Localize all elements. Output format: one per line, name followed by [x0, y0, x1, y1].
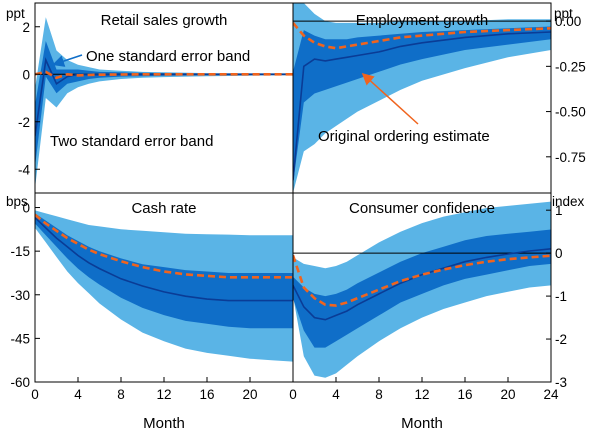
confidence-x-tick-label: 12 — [414, 387, 429, 402]
cash-y-tick-label: 0 — [22, 201, 30, 216]
employment-y-tick-label: -0.50 — [555, 105, 586, 120]
cash-x-tick-label: 20 — [242, 387, 257, 402]
confidence-y-tick-label: -2 — [555, 332, 567, 347]
confidence-y-tick-label: -1 — [555, 289, 567, 304]
two-se-band-annotation: Two standard error band — [50, 133, 213, 150]
employment-unit-label: ppt — [554, 6, 573, 21]
confidence-x-tick-label: 8 — [375, 387, 383, 402]
employment-title: Employment growth — [356, 12, 489, 29]
confidence-x-tick-label: 16 — [457, 387, 472, 402]
employment-y-tick-label: 0.00 — [555, 14, 581, 29]
retail-y-tick-label: -4 — [18, 162, 30, 177]
confidence-unit-label: index — [552, 194, 585, 209]
employment-one-se-band — [293, 26, 551, 184]
confidence-y-tick-label: 0 — [555, 246, 563, 261]
cash-median-line — [35, 217, 293, 302]
confidence-y-tick-label: 1 — [555, 203, 563, 218]
confidence-x-axis-label: Month — [401, 415, 443, 432]
retail-y-tick-label: -2 — [18, 115, 30, 130]
one-se-band-annotation: One standard error band — [86, 48, 250, 65]
panel-employment: ppt Employment growth 0.00 -0.25 -0.50 -0.7… — [293, 3, 586, 193]
employment-original-ordering-line — [293, 22, 551, 50]
cash-original-ordering-line — [35, 213, 293, 279]
cash-x-tick-label: 12 — [156, 387, 171, 402]
cash-title: Cash rate — [131, 200, 196, 217]
cash-unit-label: bps — [6, 194, 28, 209]
cash-x-tick-label: 16 — [199, 387, 214, 402]
cash-x-tick-label: 8 — [117, 387, 125, 402]
retail-one-se-band — [35, 41, 293, 167]
original-ordering-annotation: Original ordering estimate — [318, 128, 490, 145]
panel-consumer-confidence: index Consumer confidence 1 0 -1 -2 -3 0 4 8 12… — [289, 194, 584, 432]
cash-one-se-band — [35, 213, 293, 329]
confidence-original-ordering-line — [293, 254, 551, 307]
cash-y-tick-label: -30 — [10, 288, 30, 303]
one-se-band-arrow — [52, 54, 83, 67]
retail-title: Retail sales growth — [101, 12, 228, 29]
confidence-median-line — [293, 248, 551, 321]
confidence-x-tick-label: 20 — [500, 387, 515, 402]
retail-two-se-band — [35, 17, 293, 189]
employment-y-tick-label: -0.25 — [555, 59, 586, 74]
retail-original-ordering-line — [35, 70, 293, 80]
panel-cash-rate: bps Cash rate 0 -15 -30 -45 -60 0 4 8 12 16 20 Mo… — [6, 194, 293, 432]
confidence-x-tick-label: 0 — [289, 387, 297, 402]
cash-y-tick-label: -60 — [10, 375, 30, 390]
confidence-x-tick-label: 4 — [332, 387, 340, 402]
cash-x-tick-label: 0 — [31, 387, 39, 402]
panel-retail: ppt Retail sales growth 2 0 -2 -4 One stand… — [6, 6, 293, 189]
confidence-one-se-band — [293, 229, 551, 348]
original-ordering-arrow — [361, 72, 419, 125]
cash-y-tick-label: -15 — [10, 244, 30, 259]
employment-y-tick-label: -0.75 — [555, 150, 586, 165]
confidence-title: Consumer confidence — [349, 200, 495, 217]
retail-unit-label: ppt — [6, 6, 25, 21]
retail-y-tick-label: 0 — [22, 67, 30, 82]
confidence-y-tick-label: -3 — [555, 375, 567, 390]
cash-x-axis-label: Month — [143, 415, 185, 432]
confidence-x-tick-label: 24 — [543, 387, 559, 402]
retail-y-tick-label: 2 — [22, 20, 30, 35]
employment-median-line — [293, 31, 551, 181]
cash-y-tick-label: -45 — [10, 331, 30, 346]
cash-x-tick-label: 4 — [74, 387, 82, 402]
